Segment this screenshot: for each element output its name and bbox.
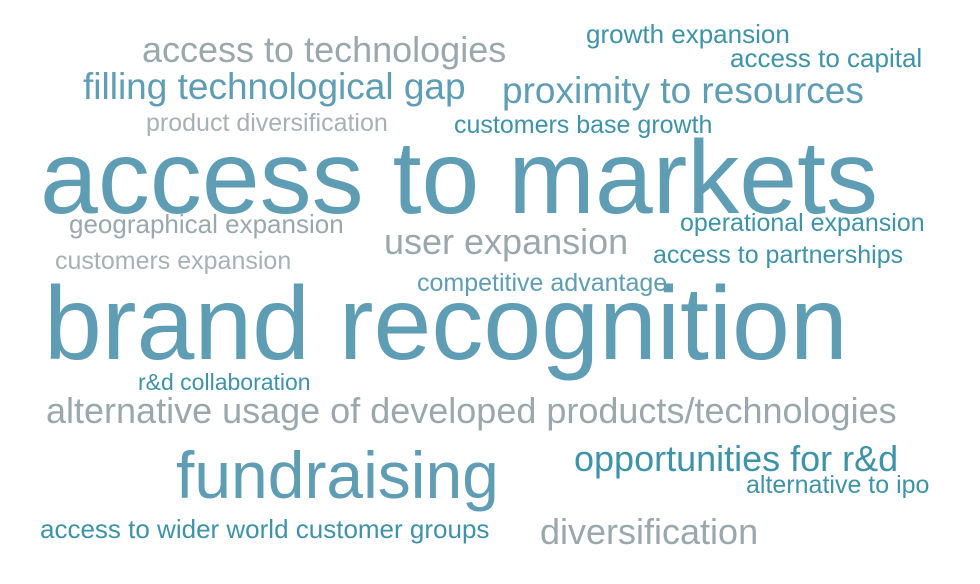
word-geographical-expansion: geographical expansion bbox=[69, 209, 344, 239]
word-rd-collaboration: r&d collaboration bbox=[138, 369, 311, 395]
word-user-expansion: user expansion bbox=[384, 221, 629, 262]
word-alternative-usage-of-developed-products: alternative usage of developed products/… bbox=[46, 390, 897, 431]
word-growth-expansion: growth expansion bbox=[586, 19, 790, 49]
word-opportunities-for-rd: opportunities for r&d bbox=[574, 438, 899, 479]
word-proximity-to-resources: proximity to resources bbox=[502, 70, 864, 111]
word-customers-expansion: customers expansion bbox=[55, 247, 292, 275]
word-brand-recognition: brand recognition bbox=[44, 266, 848, 382]
word-access-to-wider-world-customer-groups: access to wider world customer groups bbox=[40, 514, 490, 544]
word-customers-base-growth: customers base growth bbox=[454, 111, 713, 139]
word-access-to-markets: access to markets bbox=[40, 120, 879, 236]
word-access-to-partnerships: access to partnerships bbox=[653, 241, 904, 269]
word-product-diversification: product diversification bbox=[146, 109, 388, 137]
word-fundraising: fundraising bbox=[176, 438, 499, 512]
word-access-to-capital: access to capital bbox=[730, 43, 923, 73]
word-filling-technological-gap: filling technological gap bbox=[83, 66, 466, 107]
word-operational-expansion: operational expansion bbox=[680, 209, 925, 237]
word-access-to-technologies: access to technologies bbox=[142, 29, 507, 70]
word-alternative-to-ipo: alternative to ipo bbox=[746, 471, 930, 499]
word-diversification: diversification bbox=[540, 511, 759, 552]
word-competitive-advantage: competitive advantage bbox=[417, 269, 668, 297]
